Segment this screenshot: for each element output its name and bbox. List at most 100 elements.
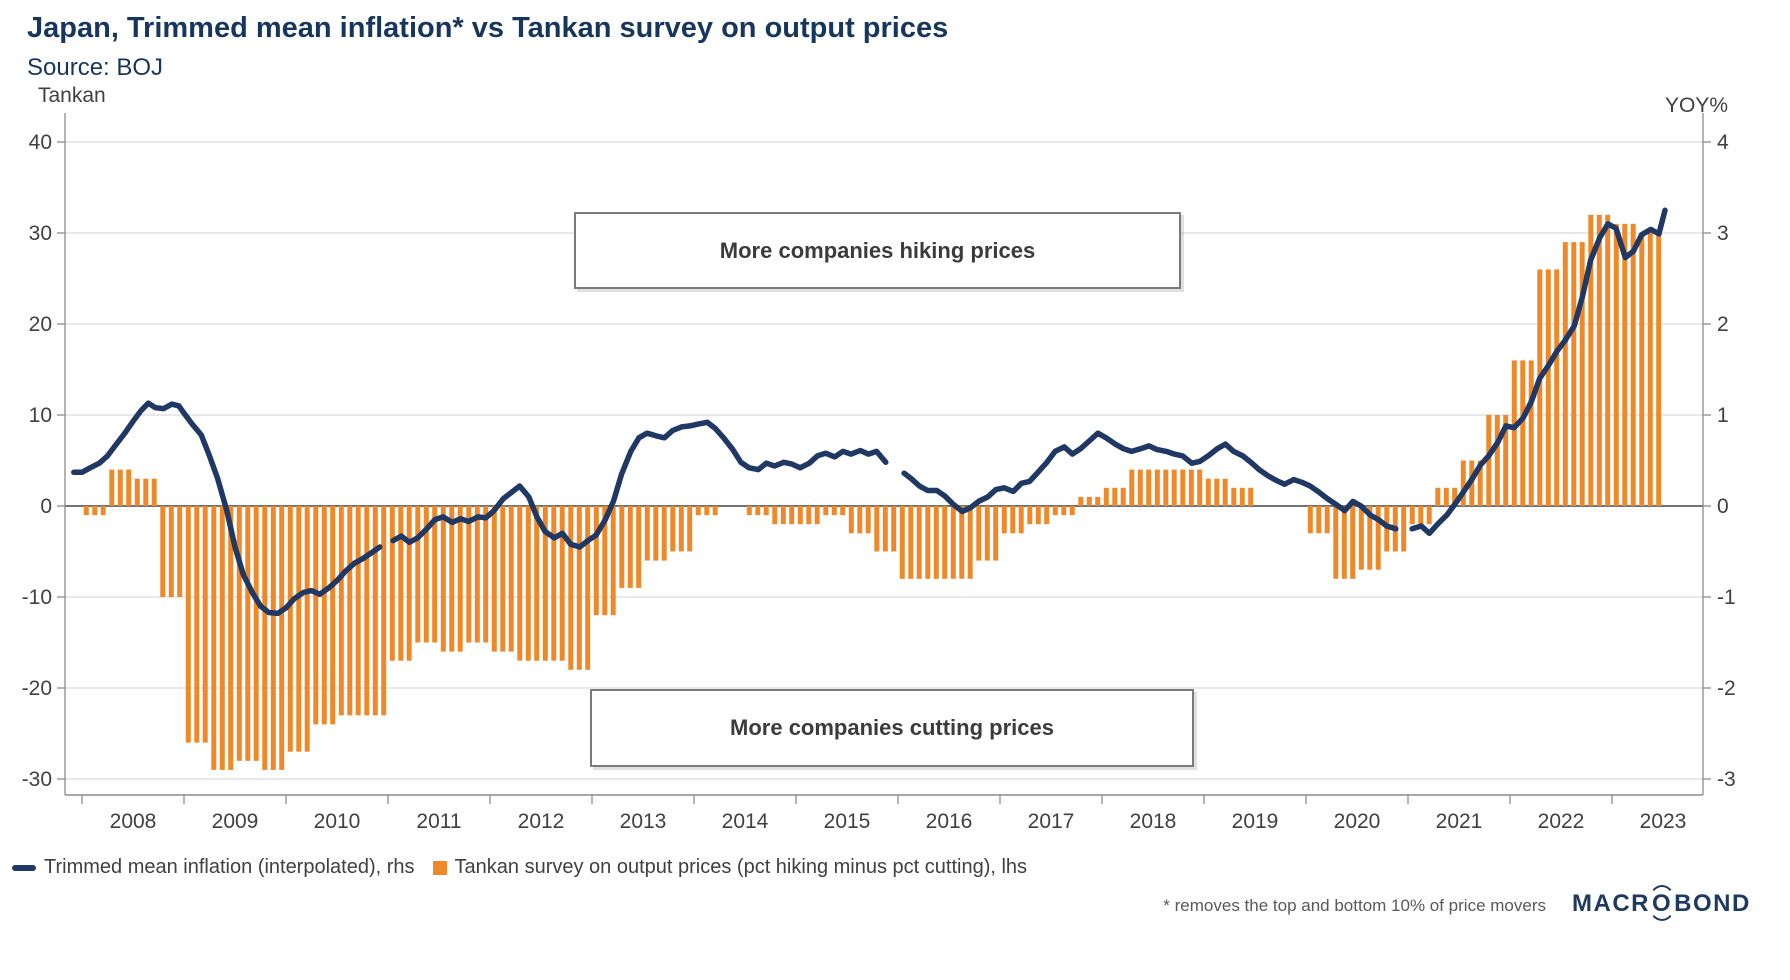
x-axis-year-label: 2012 xyxy=(518,810,565,833)
tankan-bar xyxy=(185,506,191,743)
tankan-bar xyxy=(398,506,404,661)
tankan-bar xyxy=(1562,242,1568,506)
logo-text-post: BOND xyxy=(1674,890,1751,917)
tankan-bar xyxy=(916,506,922,579)
tankan-bar xyxy=(194,506,200,743)
tankan-bar xyxy=(1350,506,1356,579)
tankan-bar xyxy=(270,506,276,770)
x-axis-year-label: 2018 xyxy=(1130,810,1177,833)
tankan-bar xyxy=(296,506,302,752)
x-axis-year-label: 2015 xyxy=(824,810,871,833)
bar-series-swatch-icon xyxy=(432,860,447,875)
right-axis-tick-label: 3 xyxy=(1717,222,1729,245)
tankan-bar xyxy=(1137,469,1143,506)
right-axis-tick-label: 2 xyxy=(1717,313,1729,336)
tankan-bar xyxy=(1537,269,1543,506)
tankan-bar xyxy=(236,506,242,761)
left-axis-tick-label: -10 xyxy=(22,586,52,609)
tankan-bar xyxy=(202,506,208,743)
tankan-bar xyxy=(1367,506,1373,570)
tankan-bar xyxy=(874,506,880,552)
tankan-bar xyxy=(1154,469,1160,506)
left-axis-tick-label: 0 xyxy=(40,495,52,518)
tankan-bar xyxy=(687,506,693,552)
tankan-bar xyxy=(1188,469,1194,506)
tankan-bar xyxy=(83,506,89,516)
tankan-bar xyxy=(432,506,438,643)
tankan-bar xyxy=(1197,469,1203,506)
tankan-bar xyxy=(763,506,769,516)
legend-line-label: Trimmed mean inflation (interpolated), r… xyxy=(44,856,415,878)
tankan-bar xyxy=(406,506,412,661)
tankan-bar xyxy=(517,506,523,661)
tankan-bar xyxy=(168,506,174,597)
tankan-bar xyxy=(1044,506,1050,525)
tankan-bar xyxy=(568,506,574,670)
tankan-bar xyxy=(1401,506,1407,552)
right-axis-tick-label: 1 xyxy=(1717,404,1729,427)
tankan-bar xyxy=(1027,506,1033,525)
macrobond-logo: MACR O BOND xyxy=(1572,885,1751,921)
tankan-bar xyxy=(313,506,319,725)
tankan-bar xyxy=(636,506,642,588)
tankan-bar xyxy=(457,506,463,652)
x-axis-year-label: 2013 xyxy=(620,810,667,833)
tankan-bar xyxy=(534,506,540,661)
tankan-bar xyxy=(933,506,939,579)
x-axis-year-label: 2019 xyxy=(1232,810,1279,833)
x-axis-year-label: 2010 xyxy=(314,810,361,833)
tankan-bar xyxy=(789,506,795,525)
x-axis-year-label: 2009 xyxy=(212,810,259,833)
tankan-bar xyxy=(1103,487,1109,506)
tankan-bar xyxy=(1418,506,1424,525)
tankan-bar xyxy=(993,506,999,561)
tankan-bar xyxy=(984,506,990,561)
x-axis-year-label: 2016 xyxy=(926,810,973,833)
tankan-bar xyxy=(1231,487,1237,506)
tankan-bar xyxy=(1426,506,1432,525)
tankan-bar xyxy=(780,506,786,525)
tankan-bar xyxy=(1486,415,1492,506)
tankan-bar xyxy=(1061,506,1067,516)
tankan-bar xyxy=(1171,469,1177,506)
tankan-bar xyxy=(1630,223,1636,506)
tankan-bar xyxy=(627,506,633,588)
left-axis-tick-label: 20 xyxy=(29,313,52,336)
tankan-bar xyxy=(321,506,327,725)
tankan-bar xyxy=(1494,415,1500,506)
tankan-bar xyxy=(219,506,225,770)
right-axis-tick-label: -2 xyxy=(1717,677,1736,700)
tankan-bar xyxy=(857,506,863,534)
tankan-bar xyxy=(466,506,472,643)
tankan-bar xyxy=(177,506,183,597)
tankan-bar xyxy=(1112,487,1118,506)
tankan-bar xyxy=(559,506,565,661)
tankan-bar xyxy=(704,506,710,516)
tankan-bar xyxy=(806,506,812,525)
x-axis-year-label: 2008 xyxy=(110,810,157,833)
tankan-bar xyxy=(1120,487,1126,506)
annotation-box-cutting: More companies cutting prices xyxy=(590,689,1194,767)
tankan-bar xyxy=(1435,487,1441,506)
tankan-bar xyxy=(1095,496,1101,506)
tankan-bar xyxy=(134,478,140,506)
tankan-bar xyxy=(449,506,455,652)
tankan-bar xyxy=(1579,242,1585,506)
tankan-bar xyxy=(1358,506,1364,570)
tankan-bar xyxy=(1571,242,1577,506)
tankan-bar xyxy=(304,506,310,752)
tankan-bar xyxy=(1010,506,1016,534)
tankan-bar xyxy=(1613,223,1619,506)
tankan-bar xyxy=(967,506,973,579)
tankan-bar xyxy=(338,506,344,716)
tankan-bar xyxy=(1316,506,1322,534)
tankan-bar xyxy=(1214,478,1220,506)
right-axis-tick-label: 4 xyxy=(1717,131,1729,154)
tankan-bar xyxy=(576,506,582,670)
gridlines xyxy=(65,141,1703,780)
legend-bar-label: Tankan survey on output prices (pct hiki… xyxy=(454,856,1028,878)
tankan-bar xyxy=(891,506,897,552)
